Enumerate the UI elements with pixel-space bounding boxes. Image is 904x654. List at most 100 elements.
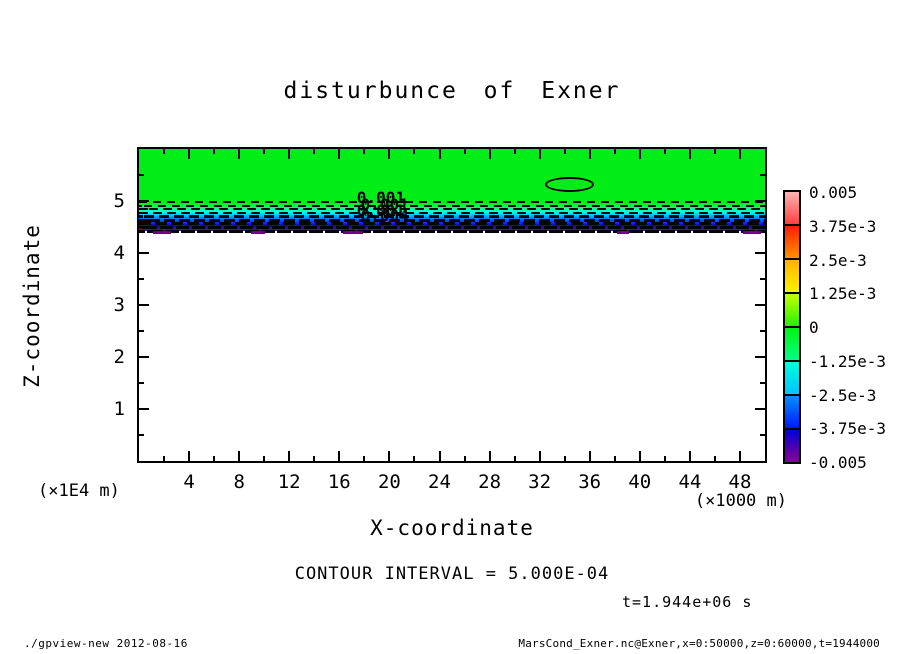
y-axis-tick [139,304,149,306]
x-axis-tick [463,149,466,154]
x-tick-label: 36 [578,471,602,493]
x-axis-tick [563,456,566,461]
x-tick-label: 12 [277,471,301,493]
contour-label: 0.001 [356,201,405,221]
field-shading [139,149,765,461]
y-axis-tick [139,174,144,176]
x-axis-tick [313,149,316,154]
contour-interval-text: CONTOUR INTERVAL = 5.000E-04 [294,564,610,584]
colorbar-cell [785,362,799,396]
y-axis-tick [760,330,765,332]
dashed-contour-line [139,211,765,214]
y-axis-tick [139,226,144,228]
x-axis-tick [538,451,541,461]
colorbar-cell [785,294,799,328]
colorbar-label: -1.25e-3 [809,351,887,371]
x-tick-label: 24 [428,471,451,493]
x-axis-tick [538,149,541,159]
dashed-contour-line [139,208,765,211]
x-axis-tick [613,149,616,154]
colorbar-cell [785,260,799,294]
dashed-contour-line [139,201,765,203]
x-tick-label: 8 [233,471,245,493]
x-axis-tick [438,451,441,461]
footer-left: ./gpview-new 2012-08-16 [24,637,188,650]
y-tick-label: 2 [113,346,125,368]
page-title: disturbunce of Exner [283,78,621,104]
x-axis-tick [638,451,641,461]
dashed-contour-line [139,222,765,226]
y-axis-tick [139,356,149,358]
x-axis-tick [188,149,191,159]
contour-base-bump [153,230,171,234]
x-axis-tick [663,149,666,154]
y-axis-tick [139,434,144,436]
x-axis-units: (×1000 m) [694,491,787,511]
x-tick-label: 20 [377,471,401,493]
x-axis-tick [713,456,716,461]
colorbar-label: -0.005 [809,453,867,472]
x-axis-tick [739,451,741,461]
x-axis-tick [513,456,516,461]
x-axis-tick [638,149,641,159]
x-tick-label: 28 [478,471,502,493]
y-axis-tick [139,330,144,332]
y-tick-label: 3 [113,294,125,316]
x-axis-tick [588,451,591,461]
colorbar-label: 2.5e-3 [809,250,867,270]
y-axis-tick [755,200,765,202]
y-axis-tick [139,408,149,410]
contour-base-bump [743,230,761,234]
y-axis-tick [755,356,765,358]
x-axis-tick [463,456,466,461]
x-axis-tick-labels: 4 8 12 16 20 24 28 32 36 40 44 48 [139,471,765,495]
x-tick-label: 16 [327,471,351,493]
colorbar-cell [785,192,799,226]
y-axis-title: Z-coordinate [20,224,44,388]
x-axis-tick [713,149,716,154]
y-axis-tick [139,382,144,384]
contour-base-bump [617,230,629,234]
y-axis-tick [139,252,149,254]
x-axis-tick [238,149,241,159]
colorbar-cell [785,430,799,462]
x-axis-tick [413,456,416,461]
x-axis-tick [338,149,341,159]
colorbar-label: -3.75e-3 [809,419,887,439]
x-axis-tick [563,149,566,154]
x-axis-tick [613,456,616,461]
y-axis-tick [755,252,765,254]
contour-label: 0.001 [356,188,405,208]
y-axis-tick [760,278,765,280]
colorbar-cell [785,328,799,362]
y-axis-tick [760,174,765,176]
y-axis-tick [139,200,149,202]
zero-contour-ellipse [544,177,594,193]
x-axis-tick [488,149,491,159]
x-axis-tick [163,456,165,461]
colorbar-cell [785,226,799,260]
x-axis-tick [313,456,316,461]
x-axis-tick [413,149,416,154]
x-tick-label: 40 [628,471,652,493]
x-axis-tick [739,149,741,159]
x-axis-tick [388,149,391,159]
x-axis-tick [213,456,216,461]
y-axis-tick [139,278,144,280]
y-tick-label: 4 [113,242,125,264]
dashed-contour-line [139,218,765,222]
x-axis-tick [363,456,366,461]
contour-base-bump [251,230,265,234]
y-axis-tick [760,226,765,228]
y-axis-tick [755,304,765,306]
colorbar-label: 1.25e-3 [809,284,877,304]
x-axis-tick [588,149,591,159]
y-axis-tick [755,408,765,410]
x-axis-tick [238,451,241,461]
dashed-contour-line [139,204,765,207]
x-tick-label: 48 [728,471,752,493]
x-axis-tick [263,456,266,461]
x-axis-tick [388,451,391,461]
x-tick-label: 44 [678,471,702,493]
colorbar [783,190,801,464]
